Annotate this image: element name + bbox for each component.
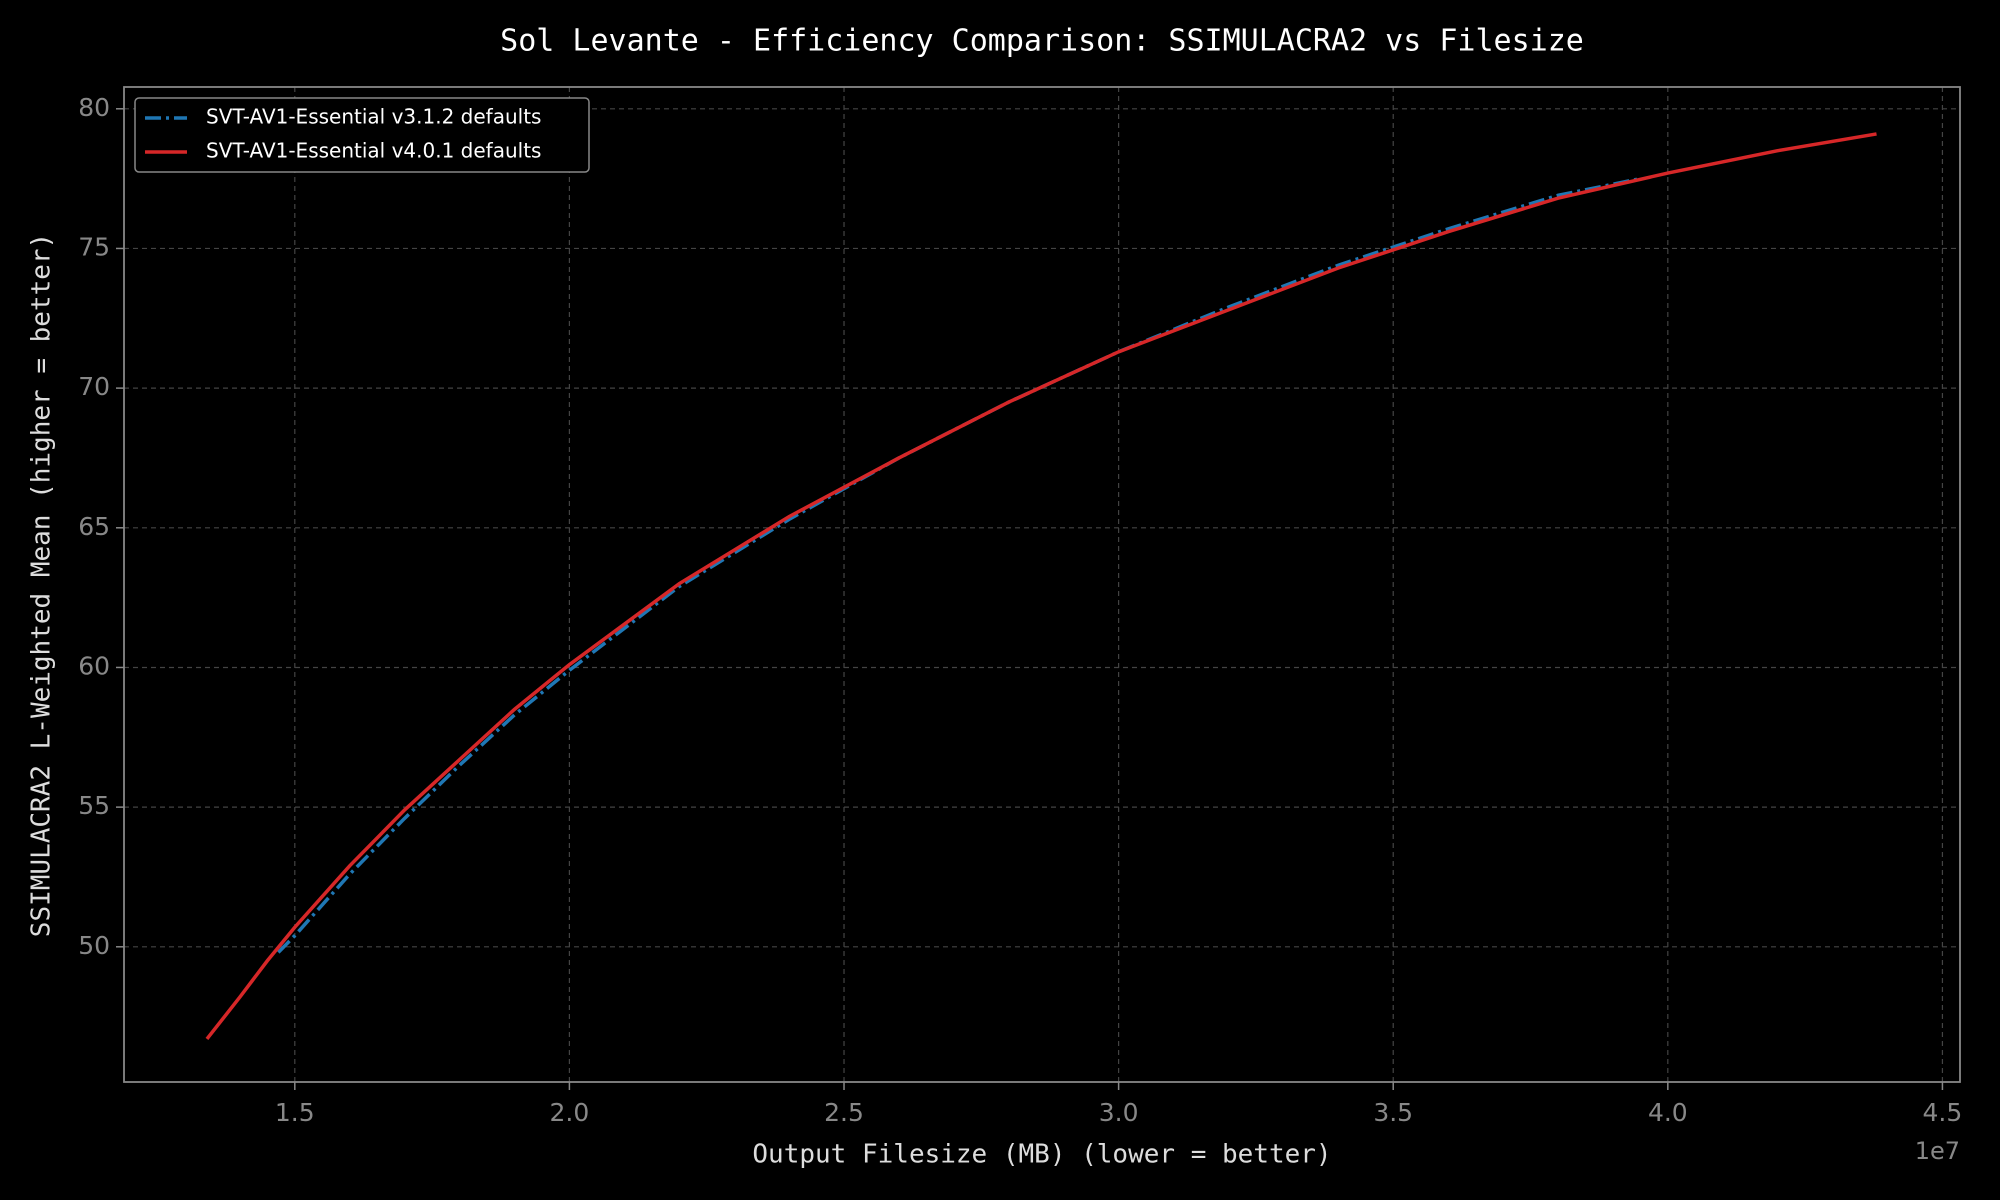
x-tick-label: 2.5 bbox=[824, 1098, 864, 1127]
legend-label: SVT-AV1-Essential v4.0.1 defaults bbox=[206, 139, 541, 163]
x-offset-label: 1e7 bbox=[1915, 1137, 1960, 1165]
x-tick-label: 2.0 bbox=[550, 1098, 590, 1127]
x-tick-label: 3.0 bbox=[1099, 1098, 1139, 1127]
x-tick-label: 3.5 bbox=[1373, 1098, 1413, 1127]
x-tick-label: 4.5 bbox=[1923, 1098, 1963, 1127]
y-tick-label: 55 bbox=[78, 791, 110, 820]
y-tick-label: 75 bbox=[78, 232, 110, 261]
legend-box bbox=[134, 97, 590, 173]
legend: SVT-AV1-Essential v3.1.2 defaults SVT-AV1… bbox=[134, 97, 590, 173]
y-tick-label: 50 bbox=[78, 931, 110, 960]
plot-background bbox=[124, 87, 1960, 1082]
y-tick-label: 70 bbox=[78, 372, 110, 401]
y-tick-label: 80 bbox=[78, 93, 110, 122]
x-tick-label: 4.0 bbox=[1648, 1098, 1688, 1127]
chart-title: Sol Levante - Efficiency Comparison: SSI… bbox=[500, 24, 1584, 59]
data-line bbox=[277, 176, 1641, 954]
x-axis-label: Output Filesize (MB) (lower = better) bbox=[752, 1140, 1331, 1170]
y-axis-label: SSIMULACRA2 L-Weighted Mean (higher = be… bbox=[27, 233, 57, 937]
y-tick-label: 60 bbox=[78, 651, 110, 680]
y-tick-label: 65 bbox=[78, 512, 110, 541]
plot-frame bbox=[123, 86, 1961, 1083]
x-tick-label: 1.5 bbox=[275, 1098, 315, 1127]
data-line bbox=[205, 132, 1877, 1041]
legend-label: SVT-AV1-Essential v3.1.2 defaults bbox=[206, 105, 541, 129]
